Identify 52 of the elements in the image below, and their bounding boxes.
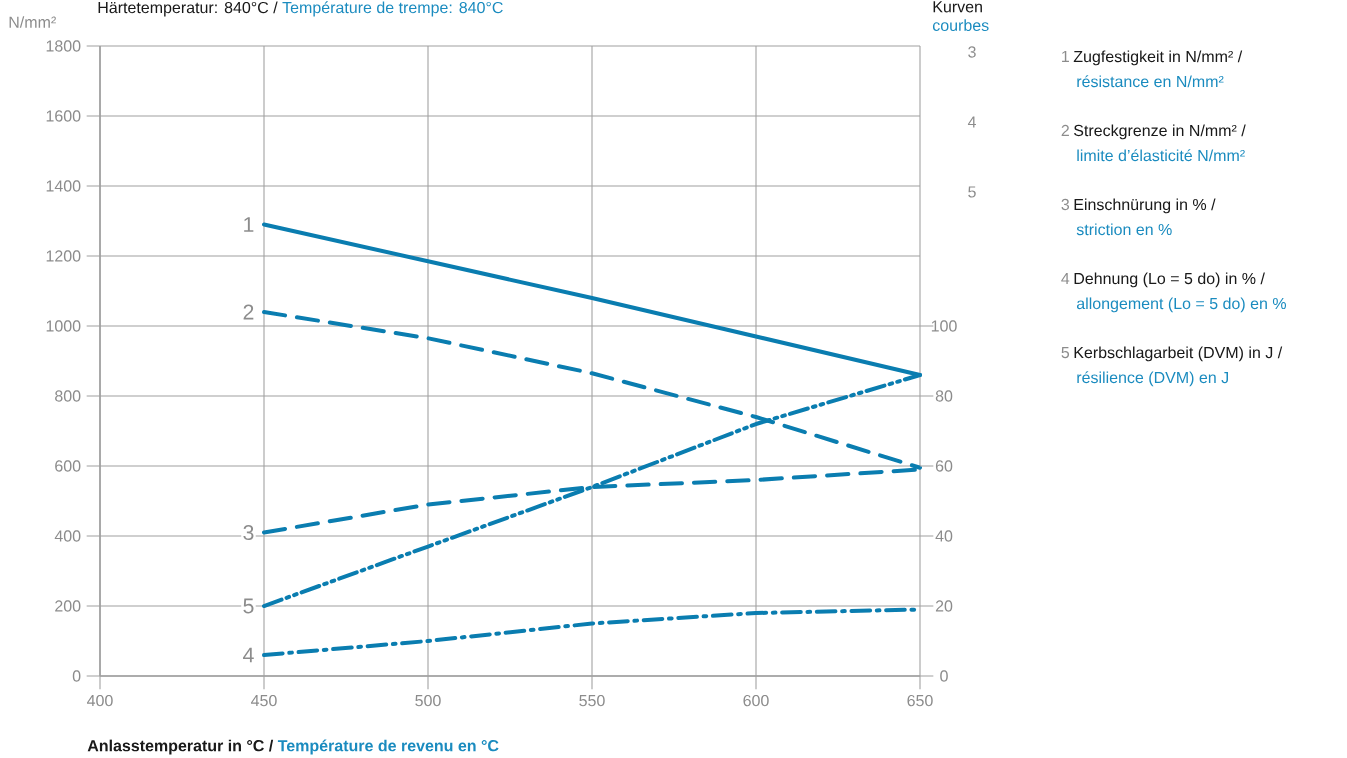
text: limite d’élasticité N/mm² bbox=[1077, 149, 1245, 162]
y-tick-label: 1000 bbox=[46, 320, 81, 332]
text: 2 bbox=[1061, 124, 1069, 137]
text: 3 bbox=[968, 46, 976, 58]
text: Dehnung (Lo = 5 do) in % / bbox=[1074, 272, 1265, 288]
series-label: 5 bbox=[243, 598, 254, 614]
x-tick-label: 400 bbox=[87, 694, 113, 707]
chart-title: Härtetemperatur: 840°C / bbox=[98, 1, 278, 17]
text: 1 bbox=[1062, 51, 1069, 63]
y2-tick-label: 0 bbox=[940, 670, 948, 682]
text: allongement (Lo = 5 do) en % bbox=[1076, 297, 1287, 313]
y-tick-label: 1400 bbox=[46, 180, 81, 192]
x-tick-label: 550 bbox=[579, 694, 605, 707]
text: courbes bbox=[932, 19, 989, 32]
text: striction en % bbox=[1076, 223, 1172, 236]
text: Kerbschlagarbeit (DVM) in J / bbox=[1074, 346, 1283, 362]
y-tick-label: 1200 bbox=[46, 250, 81, 262]
x-tick-label: 500 bbox=[415, 694, 441, 707]
series-label: 2 bbox=[243, 304, 254, 320]
text: résilience (DVM) en J bbox=[1077, 371, 1228, 387]
y2-tick-label: 100 bbox=[931, 320, 957, 332]
y-tick-label: 1600 bbox=[46, 110, 81, 122]
text: 4 bbox=[1061, 273, 1070, 285]
y2-tick-label: 20 bbox=[935, 600, 953, 612]
chart-subtitle: Température de trempe: 840°C bbox=[282, 1, 503, 17]
text: résistance en N/mm² bbox=[1077, 75, 1224, 88]
y-tick-label: 1800 bbox=[46, 40, 81, 52]
text: 3 bbox=[1061, 198, 1070, 211]
text: Streckgrenze in N/mm² / bbox=[1074, 124, 1246, 140]
y-axis-title: N/mm² bbox=[9, 16, 56, 28]
x-tick-label: 650 bbox=[907, 694, 933, 707]
y2-tick-label: 40 bbox=[935, 530, 953, 542]
x-tick-label: 450 bbox=[251, 694, 277, 707]
text: Température de revenu en °C bbox=[277, 739, 499, 755]
text: Zugfestigkeit in N/mm² / bbox=[1073, 50, 1243, 66]
y-tick-label: 0 bbox=[72, 670, 81, 682]
text: 5 bbox=[968, 186, 976, 198]
series-label: 4 bbox=[243, 647, 254, 663]
y2-axis-title: Kurven bbox=[933, 1, 982, 13]
y-tick-label: 600 bbox=[55, 460, 81, 472]
y2-tick-label: 80 bbox=[935, 390, 953, 402]
y-tick-label: 400 bbox=[54, 530, 81, 542]
y2-tick-label: 60 bbox=[935, 460, 953, 472]
y-tick-label: 200 bbox=[55, 600, 81, 612]
text: 4 bbox=[967, 116, 976, 128]
text: Einschnürung in % / bbox=[1074, 198, 1216, 214]
series-label: 3 bbox=[243, 524, 254, 541]
y-tick-label: 800 bbox=[55, 390, 81, 402]
x-axis-title: Anlasstemperatur in °C / bbox=[87, 739, 274, 755]
series-label: 1 bbox=[244, 217, 254, 232]
x-tick-label: 600 bbox=[743, 694, 769, 707]
text: 5 bbox=[1061, 347, 1070, 359]
